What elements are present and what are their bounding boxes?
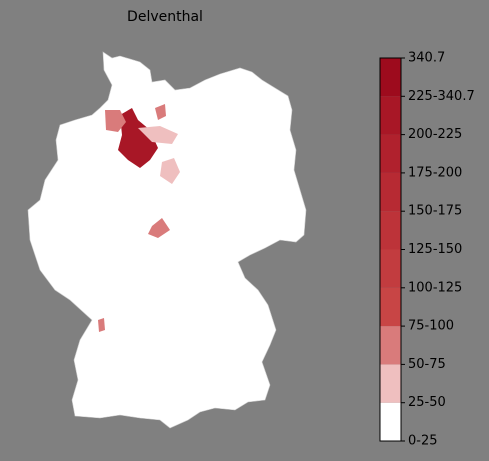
region-high [118, 108, 158, 168]
colorbar-tick-label: 100-125 [408, 280, 462, 295]
colorbar-tick-label: 200-225 [408, 127, 462, 142]
colorbar-tick-label: 225-340.7 [408, 89, 475, 104]
colorbar-tick-label: 340.7 [408, 51, 445, 66]
colorbar-segment [380, 58, 401, 97]
region-low [138, 126, 178, 144]
colorbar-tick-label: 175-200 [408, 165, 462, 180]
colorbar-segment [380, 364, 401, 403]
colorbar-tick-label: 150-175 [408, 204, 462, 219]
region-low [160, 158, 180, 184]
map-title: Delventhal [127, 9, 203, 25]
region-mid [98, 318, 105, 332]
colorbar-segment [380, 402, 401, 441]
region-mid [155, 104, 166, 120]
germany-outline [27, 51, 307, 429]
colorbar-tick-label: 25-50 [408, 395, 446, 410]
region-mid [105, 110, 126, 132]
colorbar-segment [380, 134, 401, 173]
colorbar-segment [380, 96, 401, 135]
colorbar-tick-label: 125-150 [408, 242, 462, 257]
colorbar: 0-25 25-50 50-75 75-100 100-125 125-150 150-17… [379, 51, 475, 449]
region-mid [148, 218, 170, 238]
colorbar-tick-label: 75-100 [408, 319, 454, 334]
colorbar-segment [380, 326, 401, 365]
colorbar-segment [380, 287, 401, 327]
colorbar-tick-label: 0-25 [408, 434, 438, 449]
colorbar-segment [380, 172, 401, 212]
colorbar-tick-label: 50-75 [408, 357, 446, 372]
colorbar-segment [380, 211, 401, 250]
colorbar-segment [380, 249, 401, 288]
